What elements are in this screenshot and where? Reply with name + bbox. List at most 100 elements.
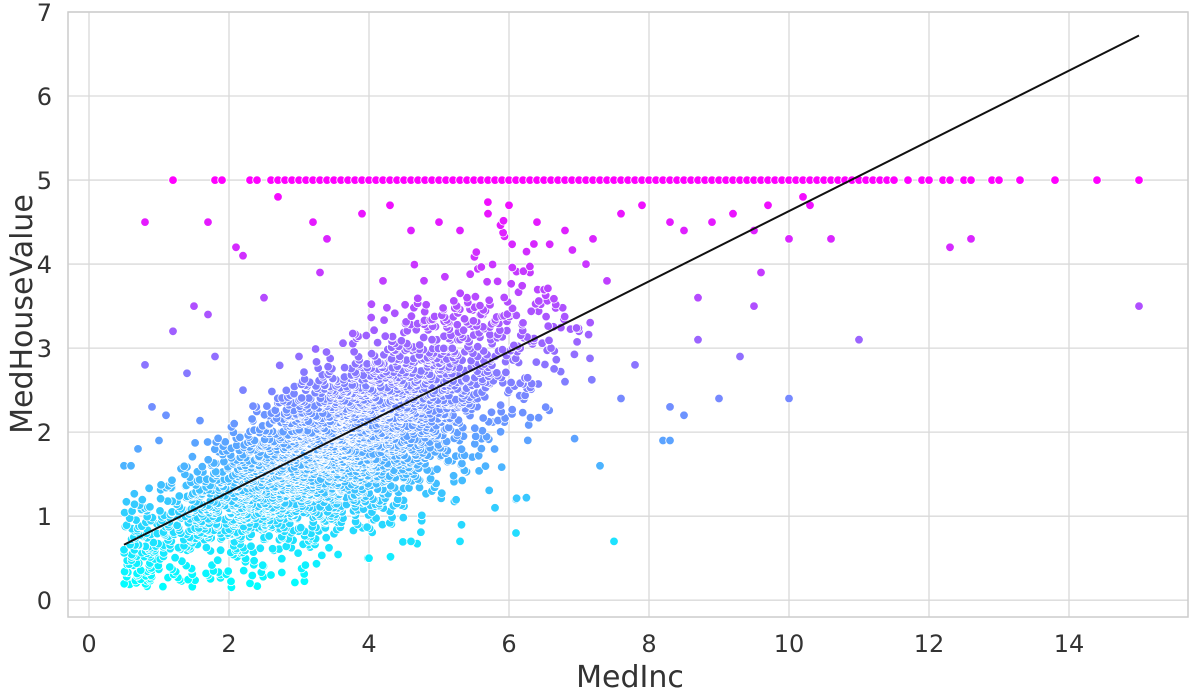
scatter-point [119,507,130,518]
scatter-point [267,386,277,397]
scatter-point [549,294,559,304]
scatter-point [266,570,276,580]
scatter-point [465,269,475,279]
scatter-point [572,337,582,347]
scatter-point [569,433,580,444]
scatter-point [455,288,465,299]
scatter-point [498,216,509,226]
scatter-point [212,555,223,565]
scatter-point [444,422,454,433]
scatter-point [763,200,773,211]
scatter-point [311,559,322,569]
scatter-point [262,401,272,411]
scatter-point [665,217,675,227]
scatter-point [167,475,177,486]
scatter-point [406,536,416,547]
y-tick-label: 1 [37,503,52,531]
scatter-point [321,533,331,543]
scatter-point [252,175,262,185]
scatter-point [448,471,459,481]
scatter-point [560,377,570,387]
scatter-point [140,360,150,370]
x-tick-label: 6 [501,630,516,658]
scatter-point [447,343,458,354]
scatter-point [246,541,256,552]
scatter-point [210,351,220,362]
scatter-point [137,495,148,505]
scatter-point [665,435,675,446]
scatter-point [490,503,500,513]
scatter-point [489,444,500,454]
scatter-point [372,337,383,348]
scatter-point [478,413,488,423]
scatter-point [474,466,484,476]
scatter-point [588,234,598,244]
scatter-point [419,276,429,286]
scatter-point [826,234,836,244]
scatter-point [480,461,491,471]
scatter-point [129,499,140,510]
scatter-point [145,502,155,512]
scatter-point [456,520,467,530]
scatter-point [1134,175,1144,185]
scatter-point [213,433,223,444]
scatter-point [679,410,689,421]
scatter-point [499,292,509,303]
scatter-point [798,192,808,202]
scatter-point [483,208,493,219]
scatter-point [267,544,278,554]
x-tick-label: 2 [221,630,236,658]
scatter-point [190,438,200,448]
scatter-point [1134,301,1144,311]
scatter-point [511,528,521,538]
scatter-point [348,328,358,339]
scatter-point [201,542,212,553]
scatter-point [529,239,539,249]
scatter-point [168,175,178,185]
scatter-point [541,402,551,412]
scatter-point [349,347,359,357]
scatter-point [966,234,976,244]
scatter-point [945,175,955,185]
scatter-point [156,480,166,490]
scatter-point [544,335,554,346]
scatter-point [924,175,934,185]
scatter-point [476,262,487,272]
scatter-point [203,455,213,465]
scatter-point [361,330,372,341]
scatter-point [315,267,325,278]
y-axis-title: MedHouseValue [5,194,40,434]
scatter-point [322,234,332,244]
scatter-point [784,234,794,244]
scatter-point [248,401,258,411]
scatter-point [534,296,544,306]
scatter-point [521,246,532,257]
scatter-point [439,343,449,354]
x-tick-label: 8 [641,630,656,658]
scatter-point [179,461,189,472]
scatter-point [457,475,467,486]
scatter-point [187,452,198,462]
scatter-point [495,427,506,437]
x-tick-label: 10 [774,630,805,658]
scatter-point [277,567,287,578]
scatter-point [121,497,132,507]
y-tick-label: 0 [37,587,52,615]
scatter-point [296,523,306,533]
y-tick-label: 6 [37,83,52,111]
scatter-point [487,259,498,270]
scatter-point [854,335,864,345]
scatter-point [517,281,527,291]
scatter-point [416,527,426,537]
scatter-point [378,276,388,286]
scatter-point [203,309,213,320]
scatter-point [543,283,553,294]
scatter-point [238,565,249,576]
scatter-point [155,494,166,504]
scatter-point [366,299,377,309]
scatter-point [449,296,459,306]
scatter-point [170,553,180,563]
scatter-point [434,217,444,227]
